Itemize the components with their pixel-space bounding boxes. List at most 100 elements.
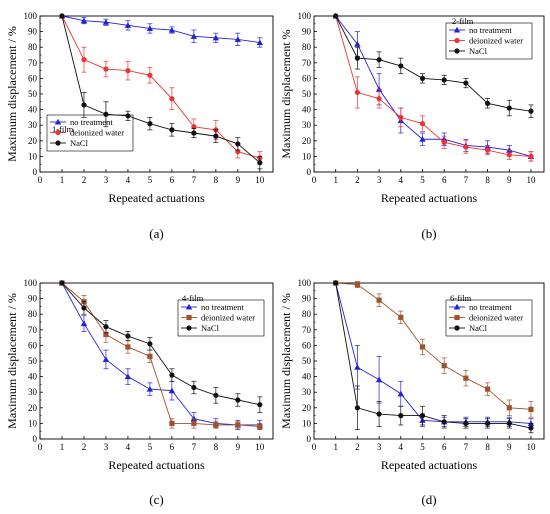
x-tick-label: 0 xyxy=(38,175,43,185)
data-point xyxy=(102,19,110,25)
series-line xyxy=(335,282,532,410)
data-point xyxy=(169,372,175,378)
y-tick-label: 60 xyxy=(302,73,312,83)
data-point xyxy=(354,281,360,288)
data-point xyxy=(419,136,426,142)
series-no-treatment xyxy=(58,12,264,48)
data-point xyxy=(463,420,469,426)
y-tick-label: 20 xyxy=(302,403,312,413)
data-point xyxy=(234,36,242,42)
data-point xyxy=(398,413,404,419)
data-point xyxy=(257,423,263,430)
legend-entry: NaCl xyxy=(201,323,220,333)
x-tick-label: 1 xyxy=(333,442,338,452)
x-tick-label: 4 xyxy=(399,175,404,185)
legend-entry: NaCl xyxy=(70,138,89,148)
series-nacl xyxy=(333,280,534,434)
data-point xyxy=(147,121,153,127)
data-point xyxy=(125,68,131,74)
data-point xyxy=(169,420,175,426)
chart-panel-3: 0 1 2 3 4 5 6 7 8 9 100102030405060708090100Repeat… xyxy=(5,278,274,507)
x-tick-label: 3 xyxy=(377,175,382,185)
panel-tag: 4-film xyxy=(182,293,204,303)
y-tick-label: 30 xyxy=(28,120,38,130)
y-tick-label: 40 xyxy=(28,372,38,382)
data-point xyxy=(528,153,534,159)
data-point xyxy=(80,320,88,327)
data-point xyxy=(506,420,512,426)
x-tick-label: 6 xyxy=(170,175,175,185)
legend-entry: deionized water xyxy=(469,313,523,323)
series-nacl xyxy=(333,13,534,118)
x-tick-label: 5 xyxy=(148,442,153,452)
data-point xyxy=(213,133,219,139)
x-tick-label: 7 xyxy=(464,442,469,452)
series-line xyxy=(335,15,532,157)
x-tick-label: 6 xyxy=(442,442,447,452)
series-line xyxy=(61,15,260,43)
data-point xyxy=(125,344,131,350)
y-tick-label: 80 xyxy=(28,309,38,319)
data-point xyxy=(528,425,534,431)
data-point xyxy=(528,108,534,114)
data-point xyxy=(419,121,426,127)
data-point xyxy=(213,422,219,428)
x-tick-label: 3 xyxy=(104,442,109,452)
series-nacl xyxy=(59,13,263,170)
y-tick-label: 70 xyxy=(302,325,312,335)
x-axis-label: Repeated actuations xyxy=(108,191,205,205)
legend-entry: deionized water xyxy=(201,313,255,323)
panel-tag: 1-film xyxy=(52,124,74,134)
legend-entry: no treatment xyxy=(469,25,512,35)
data-point xyxy=(463,375,469,381)
data-point xyxy=(354,40,361,47)
legend-swatch-marker xyxy=(55,129,61,136)
series-line xyxy=(61,282,260,406)
y-tick-label: 100 xyxy=(298,11,312,21)
data-point xyxy=(147,353,153,359)
x-tick-label: 3 xyxy=(104,175,109,185)
data-point xyxy=(191,130,197,136)
y-tick-label: 10 xyxy=(302,418,312,428)
legend-entry: no treatment xyxy=(70,117,113,127)
data-point xyxy=(168,26,176,33)
data-point xyxy=(146,385,154,392)
data-point xyxy=(506,405,512,411)
y-tick-label: 90 xyxy=(302,27,312,37)
data-point xyxy=(124,373,132,380)
y-tick-label: 20 xyxy=(302,136,312,146)
data-point xyxy=(441,363,447,369)
legend-entry: no treatment xyxy=(469,302,512,312)
x-tick-label: 2 xyxy=(82,442,87,452)
data-point xyxy=(463,80,469,86)
data-point xyxy=(419,413,426,419)
data-point xyxy=(235,422,241,428)
series-line xyxy=(61,15,261,163)
x-tick-label: 10 xyxy=(526,442,536,452)
data-point xyxy=(528,406,534,412)
y-tick-label: 70 xyxy=(28,325,38,335)
x-tick-label: 1 xyxy=(60,442,65,452)
data-point xyxy=(80,17,88,24)
data-point xyxy=(125,113,131,119)
data-point xyxy=(103,331,109,338)
x-tick-label: 4 xyxy=(399,442,404,452)
data-point xyxy=(419,344,426,350)
legend-swatch-marker xyxy=(454,37,460,44)
legend-swatch-marker xyxy=(453,303,461,310)
x-tick-label: 5 xyxy=(420,442,425,452)
chart-panel-1: 0 1 2 3 4 5 6 7 8 9 100102030405060708090100Repeat… xyxy=(5,11,274,241)
series-deionized-water xyxy=(333,280,534,418)
legend-swatch-marker xyxy=(185,303,193,310)
legend-swatch-marker xyxy=(453,26,461,33)
data-point xyxy=(419,75,426,81)
data-point xyxy=(354,89,360,96)
legend-frame xyxy=(46,114,134,152)
y-tick-label: 50 xyxy=(302,356,312,366)
y-tick-label: 0 xyxy=(307,167,312,177)
data-point xyxy=(354,55,360,61)
legend-entry: deionized water xyxy=(469,36,523,46)
